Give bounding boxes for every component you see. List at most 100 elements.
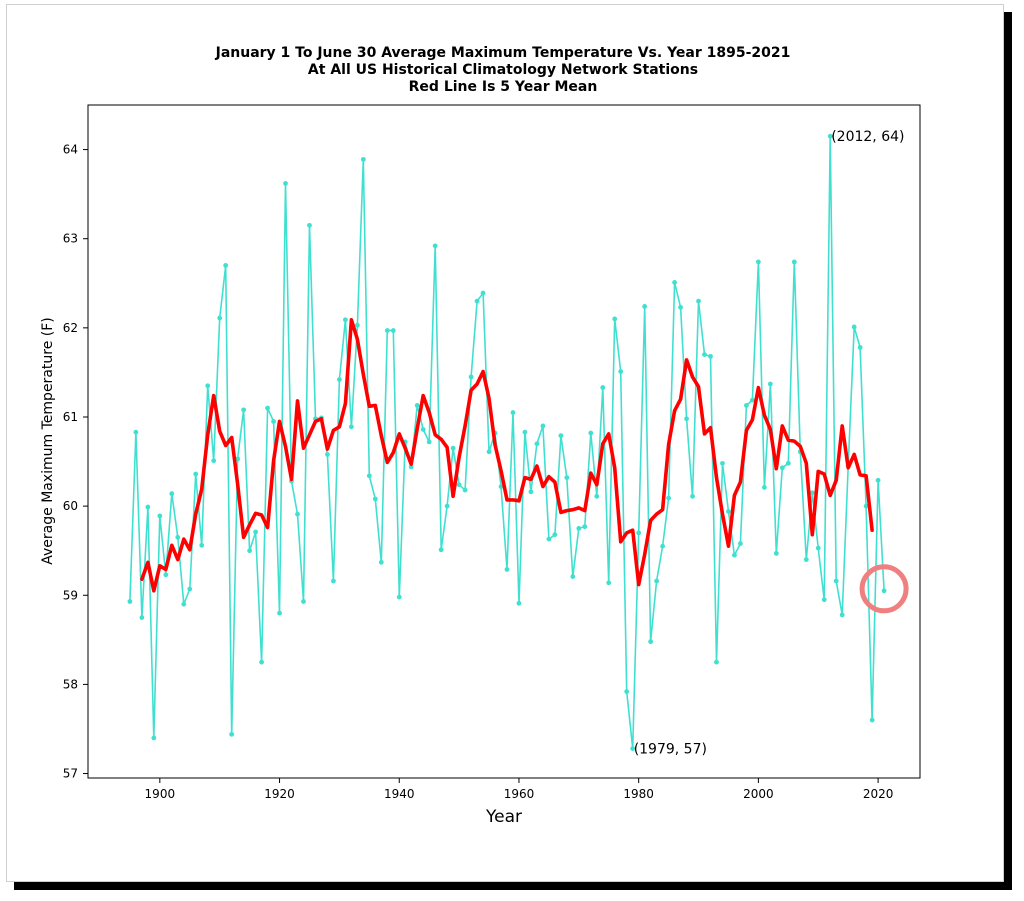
annual-data-point xyxy=(474,298,480,304)
annual-data-point xyxy=(181,601,187,607)
annual-data-point xyxy=(450,445,456,451)
annual-data-point xyxy=(193,471,199,477)
highlight-circle xyxy=(859,564,909,614)
annual-data-point xyxy=(851,324,857,330)
annual-data-point xyxy=(606,580,612,586)
y-tick-label: 60 xyxy=(63,499,78,513)
annual-data-point xyxy=(660,543,666,549)
annual-data-point xyxy=(432,243,438,249)
annual-series xyxy=(127,133,887,751)
annual-data-point xyxy=(480,290,486,296)
five-year-mean-line xyxy=(140,317,874,593)
annual-data-point xyxy=(534,441,540,447)
annotations: (2012, 64) (1979, 57) xyxy=(634,129,905,757)
annual-data-point xyxy=(654,578,660,584)
annual-data-point xyxy=(223,263,229,268)
annual-data-point xyxy=(486,449,492,455)
chart-subtitle: At All US Historical Climatology Network… xyxy=(308,62,698,78)
annual-data-point xyxy=(744,402,749,408)
annual-data-point xyxy=(414,402,420,408)
annual-data-point xyxy=(420,427,426,432)
annual-data-point xyxy=(785,460,791,466)
x-axis-label: Year xyxy=(485,807,522,827)
annual-data-point xyxy=(540,423,546,429)
annual-data-point xyxy=(354,322,360,328)
annual-data-point xyxy=(827,133,833,139)
annual-data-point xyxy=(755,259,761,265)
annual-data-point xyxy=(175,534,181,540)
annual-data-point xyxy=(833,578,839,584)
annual-data-point xyxy=(588,430,594,436)
annual-data-point xyxy=(211,458,217,464)
annual-data-point xyxy=(678,304,683,310)
y-axis: 57 58 59 60 61 62 63 64 xyxy=(63,143,88,781)
annual-data-point xyxy=(516,600,522,606)
annual-data-point xyxy=(738,541,743,546)
annual-data-point xyxy=(690,493,695,499)
x-axis: 1900 1920 1940 1960 1980 2000 2020 xyxy=(145,778,893,801)
annual-data-point xyxy=(875,477,881,483)
annual-data-point xyxy=(732,552,737,558)
annual-data-point xyxy=(462,487,468,493)
annual-data-point xyxy=(271,419,276,424)
annual-data-point xyxy=(307,222,312,228)
annual-data-point xyxy=(247,548,253,554)
annual-data-point xyxy=(336,377,342,382)
annual-data-point xyxy=(396,594,402,600)
annual-data-point xyxy=(702,352,707,357)
annual-data-point xyxy=(456,482,462,488)
annual-data-point xyxy=(342,317,348,323)
annual-data-point xyxy=(372,496,378,502)
x-tick-label: 1900 xyxy=(145,787,176,801)
annual-data-point xyxy=(839,612,845,618)
y-tick-label: 59 xyxy=(63,588,78,602)
point-annotation: (1979, 57) xyxy=(634,742,707,758)
annual-data-point xyxy=(241,407,247,413)
annual-data-point xyxy=(594,493,600,499)
annual-data-point xyxy=(857,345,863,350)
y-tick-label: 62 xyxy=(63,321,78,335)
annual-data-point xyxy=(265,405,270,411)
annual-data-point xyxy=(229,731,235,737)
annual-data-point xyxy=(283,181,288,186)
annual-data-point xyxy=(803,557,809,563)
annual-data-point xyxy=(331,578,336,584)
y-tick-label: 58 xyxy=(63,677,78,691)
annual-data-point xyxy=(522,429,528,435)
x-tick-label: 1980 xyxy=(623,787,654,801)
annual-data-point xyxy=(750,397,755,403)
annual-data-point xyxy=(648,639,654,645)
chart-title: January 1 To June 30 Average Maximum Tem… xyxy=(215,45,791,61)
annual-data-point xyxy=(325,452,330,457)
x-tick-label: 1960 xyxy=(504,787,535,801)
annual-data-point xyxy=(552,532,558,538)
annual-data-point xyxy=(881,588,887,594)
annual-data-point xyxy=(696,298,701,304)
annual-data-point xyxy=(366,473,372,479)
annual-data-point xyxy=(157,513,163,519)
annual-data-point xyxy=(636,530,642,536)
annual-data-point xyxy=(684,416,689,422)
annual-data-point xyxy=(576,526,582,531)
annual-data-point xyxy=(773,550,779,556)
annual-data-point xyxy=(618,369,624,374)
annual-data-point xyxy=(546,536,552,542)
annual-data-point xyxy=(199,542,205,548)
annual-data-point xyxy=(295,511,300,517)
annual-data-point xyxy=(564,475,570,481)
annual-data-point xyxy=(570,574,576,579)
y-axis-label: Average Maximum Temperature (F) xyxy=(40,317,56,564)
annual-data-point xyxy=(127,599,133,604)
annual-data-point xyxy=(444,503,450,509)
annual-data-point xyxy=(779,465,785,471)
annual-data-point xyxy=(408,464,414,470)
annual-data-point xyxy=(378,559,384,565)
annual-data-point xyxy=(642,304,648,309)
annual-data-point xyxy=(630,746,636,751)
y-tick-label: 57 xyxy=(63,767,78,781)
annual-data-point xyxy=(809,490,815,496)
annual-data-point xyxy=(600,385,606,390)
annual-data-point xyxy=(468,374,474,380)
y-tick-label: 63 xyxy=(63,232,78,246)
annual-data-point xyxy=(528,489,534,495)
